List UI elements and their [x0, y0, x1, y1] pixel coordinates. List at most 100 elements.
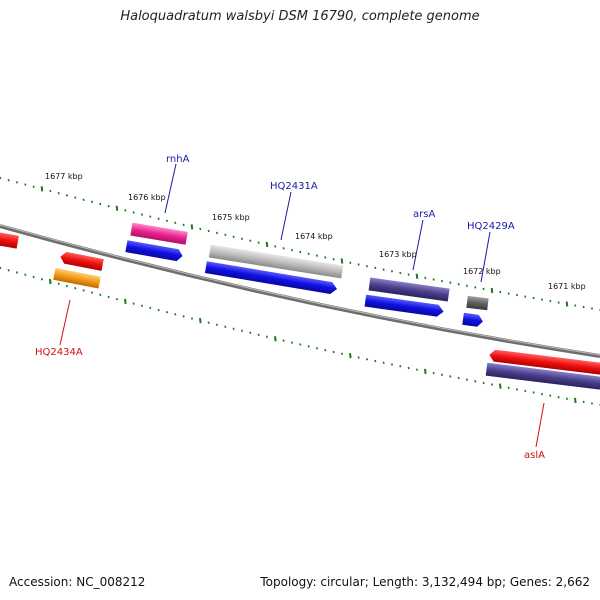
- scale-minor-tick: [299, 343, 302, 346]
- scale-minor-tick: [182, 315, 185, 318]
- gene-label-HQ2434A: HQ2434A: [35, 347, 83, 358]
- scale-minor-tick: [65, 194, 69, 197]
- scale-minor-tick: [307, 345, 310, 348]
- scale-ticks: [0, 176, 600, 407]
- scale-minor-tick: [507, 386, 510, 389]
- scale-minor-tick: [290, 248, 294, 252]
- scale-minor-tick: [249, 239, 252, 242]
- scale-major-tick: [199, 317, 202, 324]
- scale-minor-tick: [390, 270, 394, 273]
- scale-minor-tick: [182, 223, 185, 227]
- scale-major-tick: [40, 186, 44, 192]
- scale-major-tick: [565, 301, 569, 307]
- scale-minor-tick: [74, 286, 77, 290]
- scale-label-1677: 1677 kbp: [45, 172, 83, 181]
- scale-minor-tick: [507, 292, 510, 295]
- scale-minor-tick: [207, 321, 210, 324]
- scale-minor-tick: [90, 200, 94, 204]
- scale-minor-tick: [357, 356, 360, 359]
- scale-minor-tick: [432, 371, 435, 375]
- scale-major-tick: [499, 383, 502, 389]
- scale-minor-tick: [165, 310, 169, 314]
- scale-minor-tick: [240, 329, 244, 333]
- scale-minor-tick: [65, 284, 69, 288]
- scale-minor-tick: [524, 295, 527, 298]
- scale-minor-tick: [399, 271, 402, 275]
- scale-minor-tick: [557, 395, 560, 399]
- scale-minor-tick: [107, 295, 110, 299]
- scale-minor-tick: [349, 261, 352, 264]
- scale-minor-tick: [7, 178, 10, 182]
- scale-minor-tick: [49, 189, 52, 193]
- gene-red-2[interactable]: [59, 251, 104, 271]
- scale-minor-tick: [224, 233, 227, 237]
- scale-minor-tick: [432, 278, 435, 281]
- scale-major-tick: [49, 278, 52, 285]
- scale-major-tick: [190, 224, 194, 230]
- gene-label-HQ2429A: HQ2429A: [467, 221, 515, 232]
- scale-minor-tick: [157, 308, 160, 312]
- scale-minor-tick: [449, 281, 452, 284]
- scale-minor-tick: [265, 335, 269, 338]
- scale-minor-tick: [515, 293, 519, 297]
- scale-minor-tick: [224, 325, 227, 328]
- scale-minor-tick: [565, 397, 569, 401]
- gene-blue-4[interactable]: [462, 312, 483, 328]
- scale-minor-tick: [549, 394, 552, 397]
- scale-minor-tick: [190, 317, 194, 320]
- gene-blue-3[interactable]: [364, 294, 445, 318]
- scale-minor-tick: [99, 293, 102, 297]
- scale-minor-tick: [582, 400, 585, 404]
- scale-minor-tick: [15, 181, 19, 184]
- scale-label-1675: 1675 kbp: [212, 213, 250, 222]
- scale-minor-tick: [99, 202, 102, 206]
- scale-minor-tick: [449, 375, 452, 378]
- scale-minor-tick: [440, 373, 444, 376]
- gene-rnhA[interactable]: [130, 222, 188, 245]
- gene-HQ2429A[interactable]: [466, 295, 489, 311]
- gene-HQ2434A[interactable]: [53, 267, 101, 289]
- scale-minor-tick: [532, 296, 535, 300]
- scale-minor-tick: [307, 252, 310, 256]
- scale-minor-tick: [15, 271, 19, 274]
- scale-minor-tick: [207, 229, 210, 233]
- label-leaders: [59, 163, 545, 448]
- scale-major-tick: [265, 241, 269, 248]
- gene-aslA[interactable]: [485, 362, 600, 391]
- scale-minor-tick: [32, 275, 35, 279]
- scale-minor-tick: [149, 215, 152, 218]
- scale-minor-tick: [315, 254, 319, 257]
- map-title: Haloquadratum walsbyi DSM 16790, complet…: [120, 9, 480, 24]
- gene-red-right[interactable]: [489, 349, 600, 376]
- scale-minor-tick: [290, 341, 294, 344]
- scale-minor-tick: [232, 235, 235, 239]
- scale-minor-tick: [532, 391, 535, 394]
- scale-minor-tick: [157, 217, 160, 220]
- scale-minor-tick: [0, 176, 2, 180]
- scale-minor-tick: [382, 268, 385, 271]
- scale-minor-tick: [457, 283, 460, 286]
- scale-minor-tick: [332, 350, 335, 354]
- scale-minor-tick: [415, 368, 419, 371]
- scale-minor-tick: [590, 307, 594, 310]
- gene-HQ2431A[interactable]: [208, 244, 344, 279]
- gene-blue-2[interactable]: [204, 261, 338, 295]
- scale-minor-tick: [124, 209, 127, 212]
- scale-minor-tick: [390, 363, 394, 366]
- scale-minor-tick: [340, 352, 344, 356]
- gene-arsA[interactable]: [368, 277, 450, 302]
- scale-minor-tick: [140, 304, 144, 307]
- scale-minor-tick: [165, 219, 169, 223]
- gene-left-red[interactable]: [0, 230, 19, 249]
- gene-blue-1[interactable]: [125, 240, 183, 262]
- scale-minor-tick: [257, 333, 260, 337]
- scale-minor-tick: [140, 213, 144, 216]
- scale-minor-tick: [499, 290, 502, 294]
- scale-minor-tick: [440, 279, 444, 283]
- scale-minor-tick: [149, 306, 152, 310]
- scale-minor-tick: [57, 282, 60, 285]
- scale-minor-tick: [324, 348, 327, 352]
- scale-minor-tick: [282, 247, 285, 250]
